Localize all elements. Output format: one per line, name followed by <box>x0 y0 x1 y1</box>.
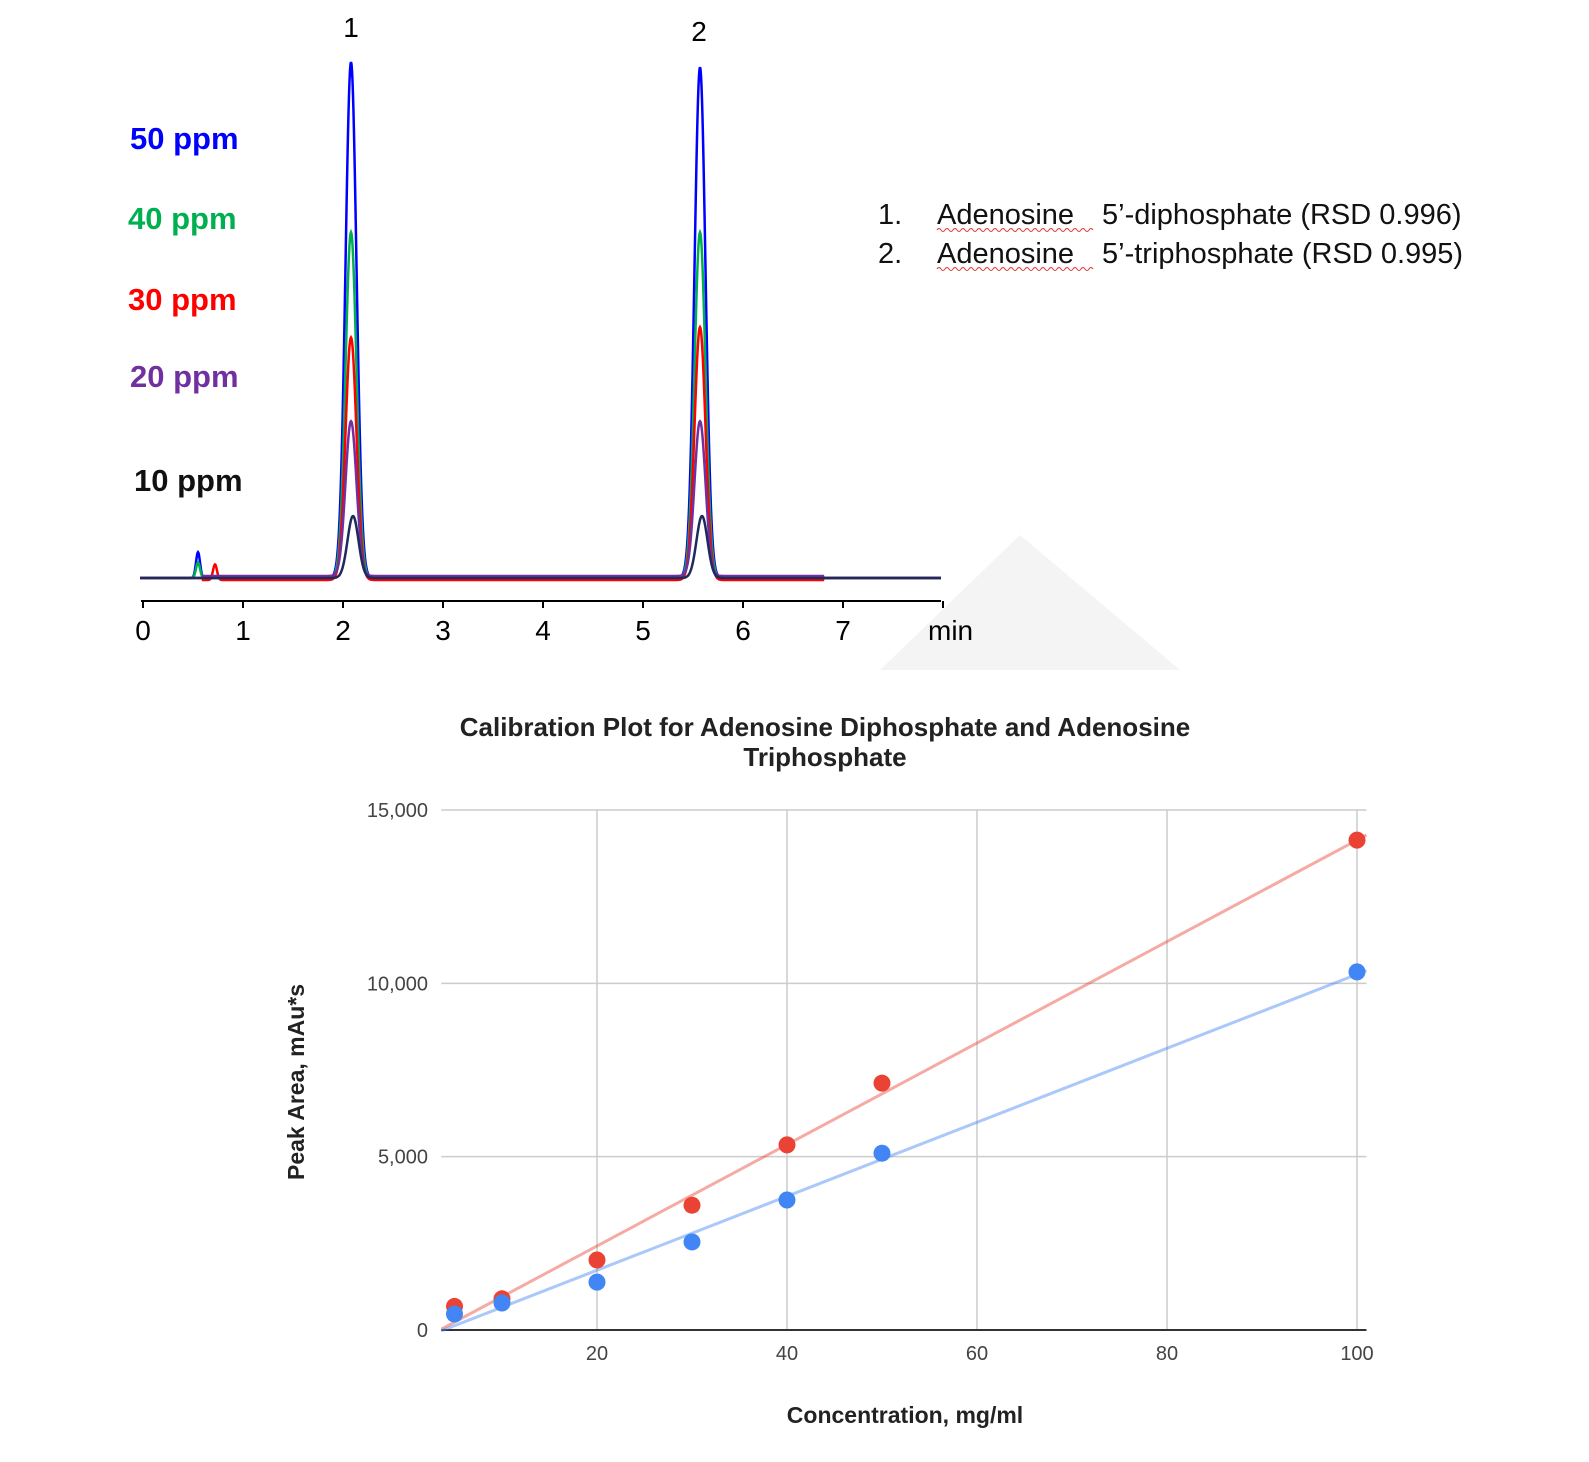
chart-title-line2: Triphosphate <box>743 742 906 772</box>
x-tick-label: 60 <box>966 1343 988 1365</box>
x-tick-label: 20 <box>586 1343 608 1365</box>
x-axis-title: Concentration, mg/ml <box>787 1402 1023 1428</box>
legend-num-2: 2. <box>878 238 902 270</box>
legend-num-1: 1. <box>878 199 902 231</box>
legend-name-1: Adenosine <box>937 199 1074 231</box>
y-tick-label: 5,000 <box>378 1147 428 1169</box>
trace-30-ppm <box>140 324 941 582</box>
calibration-plot: Calibration Plot for Adenosine Diphospha… <box>283 712 1374 1428</box>
x-axis-label: min <box>928 615 973 646</box>
x-tick-label: 3 <box>435 615 451 646</box>
chart-title-line1: Calibration Plot for Adenosine Diphospha… <box>460 712 1190 742</box>
data-point <box>683 1196 701 1214</box>
peak-label-1: 1 <box>343 12 359 43</box>
x-tick-label: 1 <box>235 615 251 646</box>
y-tick-label: 10,000 <box>367 973 428 995</box>
spellcheck-underline-1 <box>936 228 1094 232</box>
legend-50ppm: 50 ppm <box>130 121 239 156</box>
y-tick-label: 15,000 <box>367 800 428 822</box>
data-point <box>778 1191 796 1209</box>
x-tick-label: 40 <box>776 1343 798 1365</box>
legend-10ppm: 10 ppm <box>134 463 243 498</box>
data-point <box>493 1294 511 1312</box>
legend-name-2: Adenosine <box>937 238 1074 270</box>
peak-label-2: 2 <box>691 16 707 47</box>
data-point <box>588 1251 606 1269</box>
data-point <box>1348 831 1366 849</box>
x-tick-label: 0 <box>135 615 151 646</box>
data-point <box>778 1136 796 1154</box>
x-tick-label: 100 <box>1340 1343 1373 1365</box>
trendline-1 <box>440 969 1368 1333</box>
trendline-0 <box>440 833 1368 1331</box>
trace-20-ppm <box>140 419 941 580</box>
x-tick-label: 7 <box>835 615 851 646</box>
data-point <box>588 1273 606 1291</box>
data-point <box>446 1305 463 1323</box>
legend-40ppm: 40 ppm <box>128 201 237 236</box>
legend-rest-2: 5’-triphosphate (RSD 0.995) <box>1102 238 1463 270</box>
data-point <box>1348 963 1366 981</box>
x-tick-label: 2 <box>335 615 351 646</box>
trace-40-ppm <box>140 228 941 580</box>
compound-legend: 1. Adenosine 5’-diphosphate (RSD 0.996) … <box>878 199 1463 271</box>
y-tick-label: 0 <box>417 1320 428 1342</box>
watermark <box>880 535 1180 670</box>
y-axis-title: Peak Area, mAu*s <box>283 984 309 1180</box>
x-tick-label: 6 <box>735 615 751 646</box>
trace-10-ppm <box>140 514 941 580</box>
x-tick-label: 80 <box>1156 1343 1178 1365</box>
legend-20ppm: 20 ppm <box>130 359 239 394</box>
data-point <box>683 1233 701 1251</box>
data-point <box>873 1074 891 1092</box>
spellcheck-underline-2 <box>936 267 1094 271</box>
trace-50-ppm <box>140 61 941 580</box>
chromatogram: 0 1 2 3 4 5 6 7 min 1 2 50 ppm 40 ppm 30 ppm 20… <box>128 12 1463 646</box>
x-tick-label: 4 <box>535 615 551 646</box>
legend-30ppm: 30 ppm <box>128 282 237 317</box>
x-tick-label: 5 <box>635 615 651 646</box>
legend-rest-1: 5’-diphosphate (RSD 0.996) <box>1102 199 1461 231</box>
data-point <box>873 1144 891 1162</box>
